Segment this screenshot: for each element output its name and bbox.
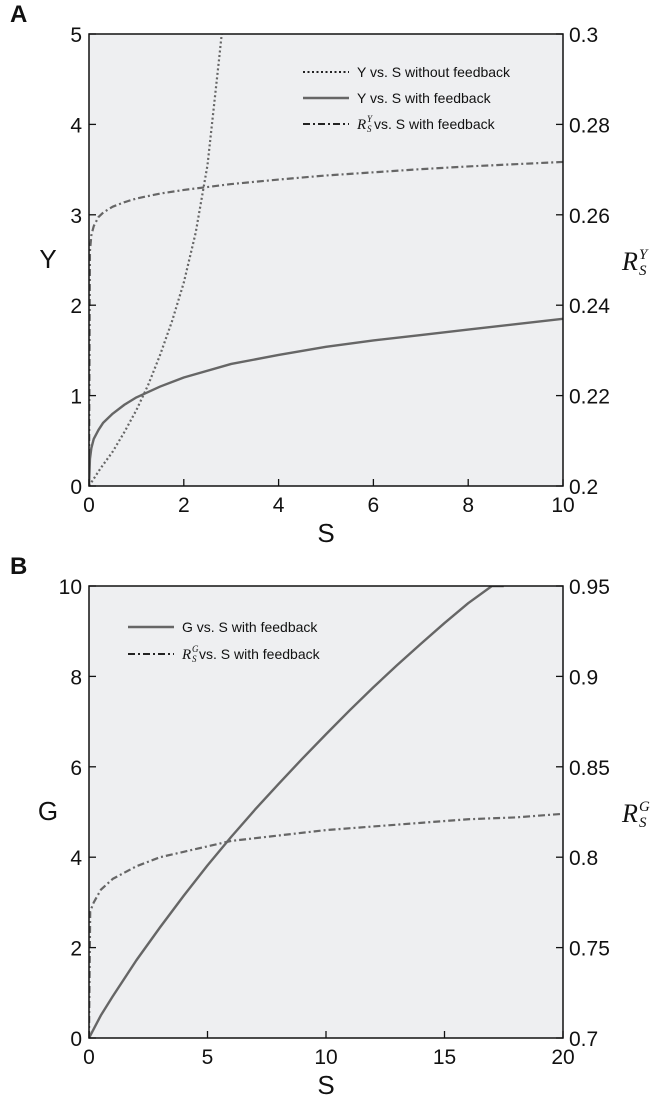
y-tick-label: 0 bbox=[70, 476, 82, 499]
y-tick-label: 4 bbox=[70, 114, 82, 137]
plot-background bbox=[89, 586, 563, 1038]
y2-tick-label: 0.28 bbox=[569, 114, 610, 137]
y-axis-label: Y bbox=[39, 244, 56, 274]
panel-letter: B bbox=[10, 553, 27, 580]
y2-tick-label: 0.85 bbox=[569, 757, 610, 780]
y-tick-label: 0 bbox=[70, 1028, 82, 1051]
x-tick-label: 6 bbox=[368, 494, 380, 517]
y2-tick-label: 0.22 bbox=[569, 386, 610, 409]
x-tick-label: 0 bbox=[83, 1046, 95, 1069]
plot-frame bbox=[88, 33, 564, 487]
x-tick-label: 8 bbox=[462, 494, 474, 517]
y-tick-label: 6 bbox=[70, 757, 82, 780]
y2-tick-label: 0.24 bbox=[569, 295, 610, 318]
y-tick-label: 4 bbox=[70, 847, 82, 870]
y2-tick-label: 0.9 bbox=[569, 666, 598, 689]
legend-label-base: R bbox=[181, 647, 191, 663]
series-line-2 bbox=[89, 812, 563, 1038]
series-line-1 bbox=[89, 34, 223, 486]
legend-label-superscript: Y bbox=[367, 114, 373, 124]
x-tick-label: 4 bbox=[273, 494, 285, 517]
y2-axis-label-superscript: G bbox=[639, 799, 650, 815]
legend-label: G vs. S with feedback bbox=[182, 619, 318, 635]
y2-tick-label: 0.75 bbox=[569, 938, 610, 961]
legend-label-text: vs. S with feedback bbox=[199, 646, 321, 662]
y2-tick-label: 0.95 bbox=[569, 576, 610, 599]
y-axis-label: G bbox=[38, 796, 58, 826]
legend: G vs. S with feedback R GS vs. S with feed… bbox=[128, 619, 321, 664]
y2-tick-label: 0.2 bbox=[569, 476, 598, 499]
y2-axis-label-superscript: Y bbox=[639, 247, 649, 263]
y-tick-label: 5 bbox=[70, 24, 82, 47]
y-tick-label: 8 bbox=[70, 666, 82, 689]
x-tick-label: 5 bbox=[202, 1046, 214, 1069]
y2-tick-label: 0.8 bbox=[569, 847, 598, 870]
y2-tick-label: 0.3 bbox=[569, 24, 598, 47]
legend-label-subscript: S bbox=[367, 124, 372, 134]
x-tick-label: 2 bbox=[178, 494, 190, 517]
legend-label-text: vs. S with feedback bbox=[374, 116, 496, 132]
legend-label-superscript: G bbox=[192, 644, 199, 654]
x-tick-label: 10 bbox=[551, 494, 574, 517]
y-tick-label: 3 bbox=[70, 205, 82, 228]
x-tick-label: 15 bbox=[433, 1046, 456, 1069]
x-tick-label: 0 bbox=[83, 494, 95, 517]
x-tick-label: 10 bbox=[314, 1046, 337, 1069]
y-tick-label: 2 bbox=[70, 295, 82, 318]
x-tick-label: 20 bbox=[551, 1046, 574, 1069]
legend: Y vs. S without feedback Y vs. S with fee… bbox=[303, 64, 511, 134]
panel-letter: A bbox=[10, 1, 27, 28]
y-tick-label: 1 bbox=[70, 386, 82, 409]
series-line-1 bbox=[89, 586, 504, 1038]
y2-tick-label: 0.26 bbox=[569, 205, 610, 228]
plot-background bbox=[89, 34, 563, 486]
x-axis-label: S bbox=[317, 518, 334, 548]
y2-axis-label-base: R bbox=[621, 799, 638, 828]
y2-tick-label: 0.7 bbox=[569, 1028, 598, 1051]
y2-axis-label-subscript: S bbox=[639, 263, 647, 279]
legend-label: Y vs. S with feedback bbox=[357, 90, 492, 106]
x-axis-label: S bbox=[317, 1070, 334, 1098]
legend-label-base: R bbox=[356, 117, 366, 133]
y-tick-label: 2 bbox=[70, 938, 82, 961]
legend-label: Y vs. S without feedback bbox=[357, 64, 511, 80]
y-tick-label: 10 bbox=[59, 576, 82, 599]
series-line-2 bbox=[89, 317, 563, 486]
y2-axis-label-subscript: S bbox=[639, 815, 647, 831]
y2-axis-label-base: R bbox=[621, 247, 638, 276]
legend-label-subscript: S bbox=[192, 654, 197, 664]
series-line-3 bbox=[89, 160, 563, 486]
